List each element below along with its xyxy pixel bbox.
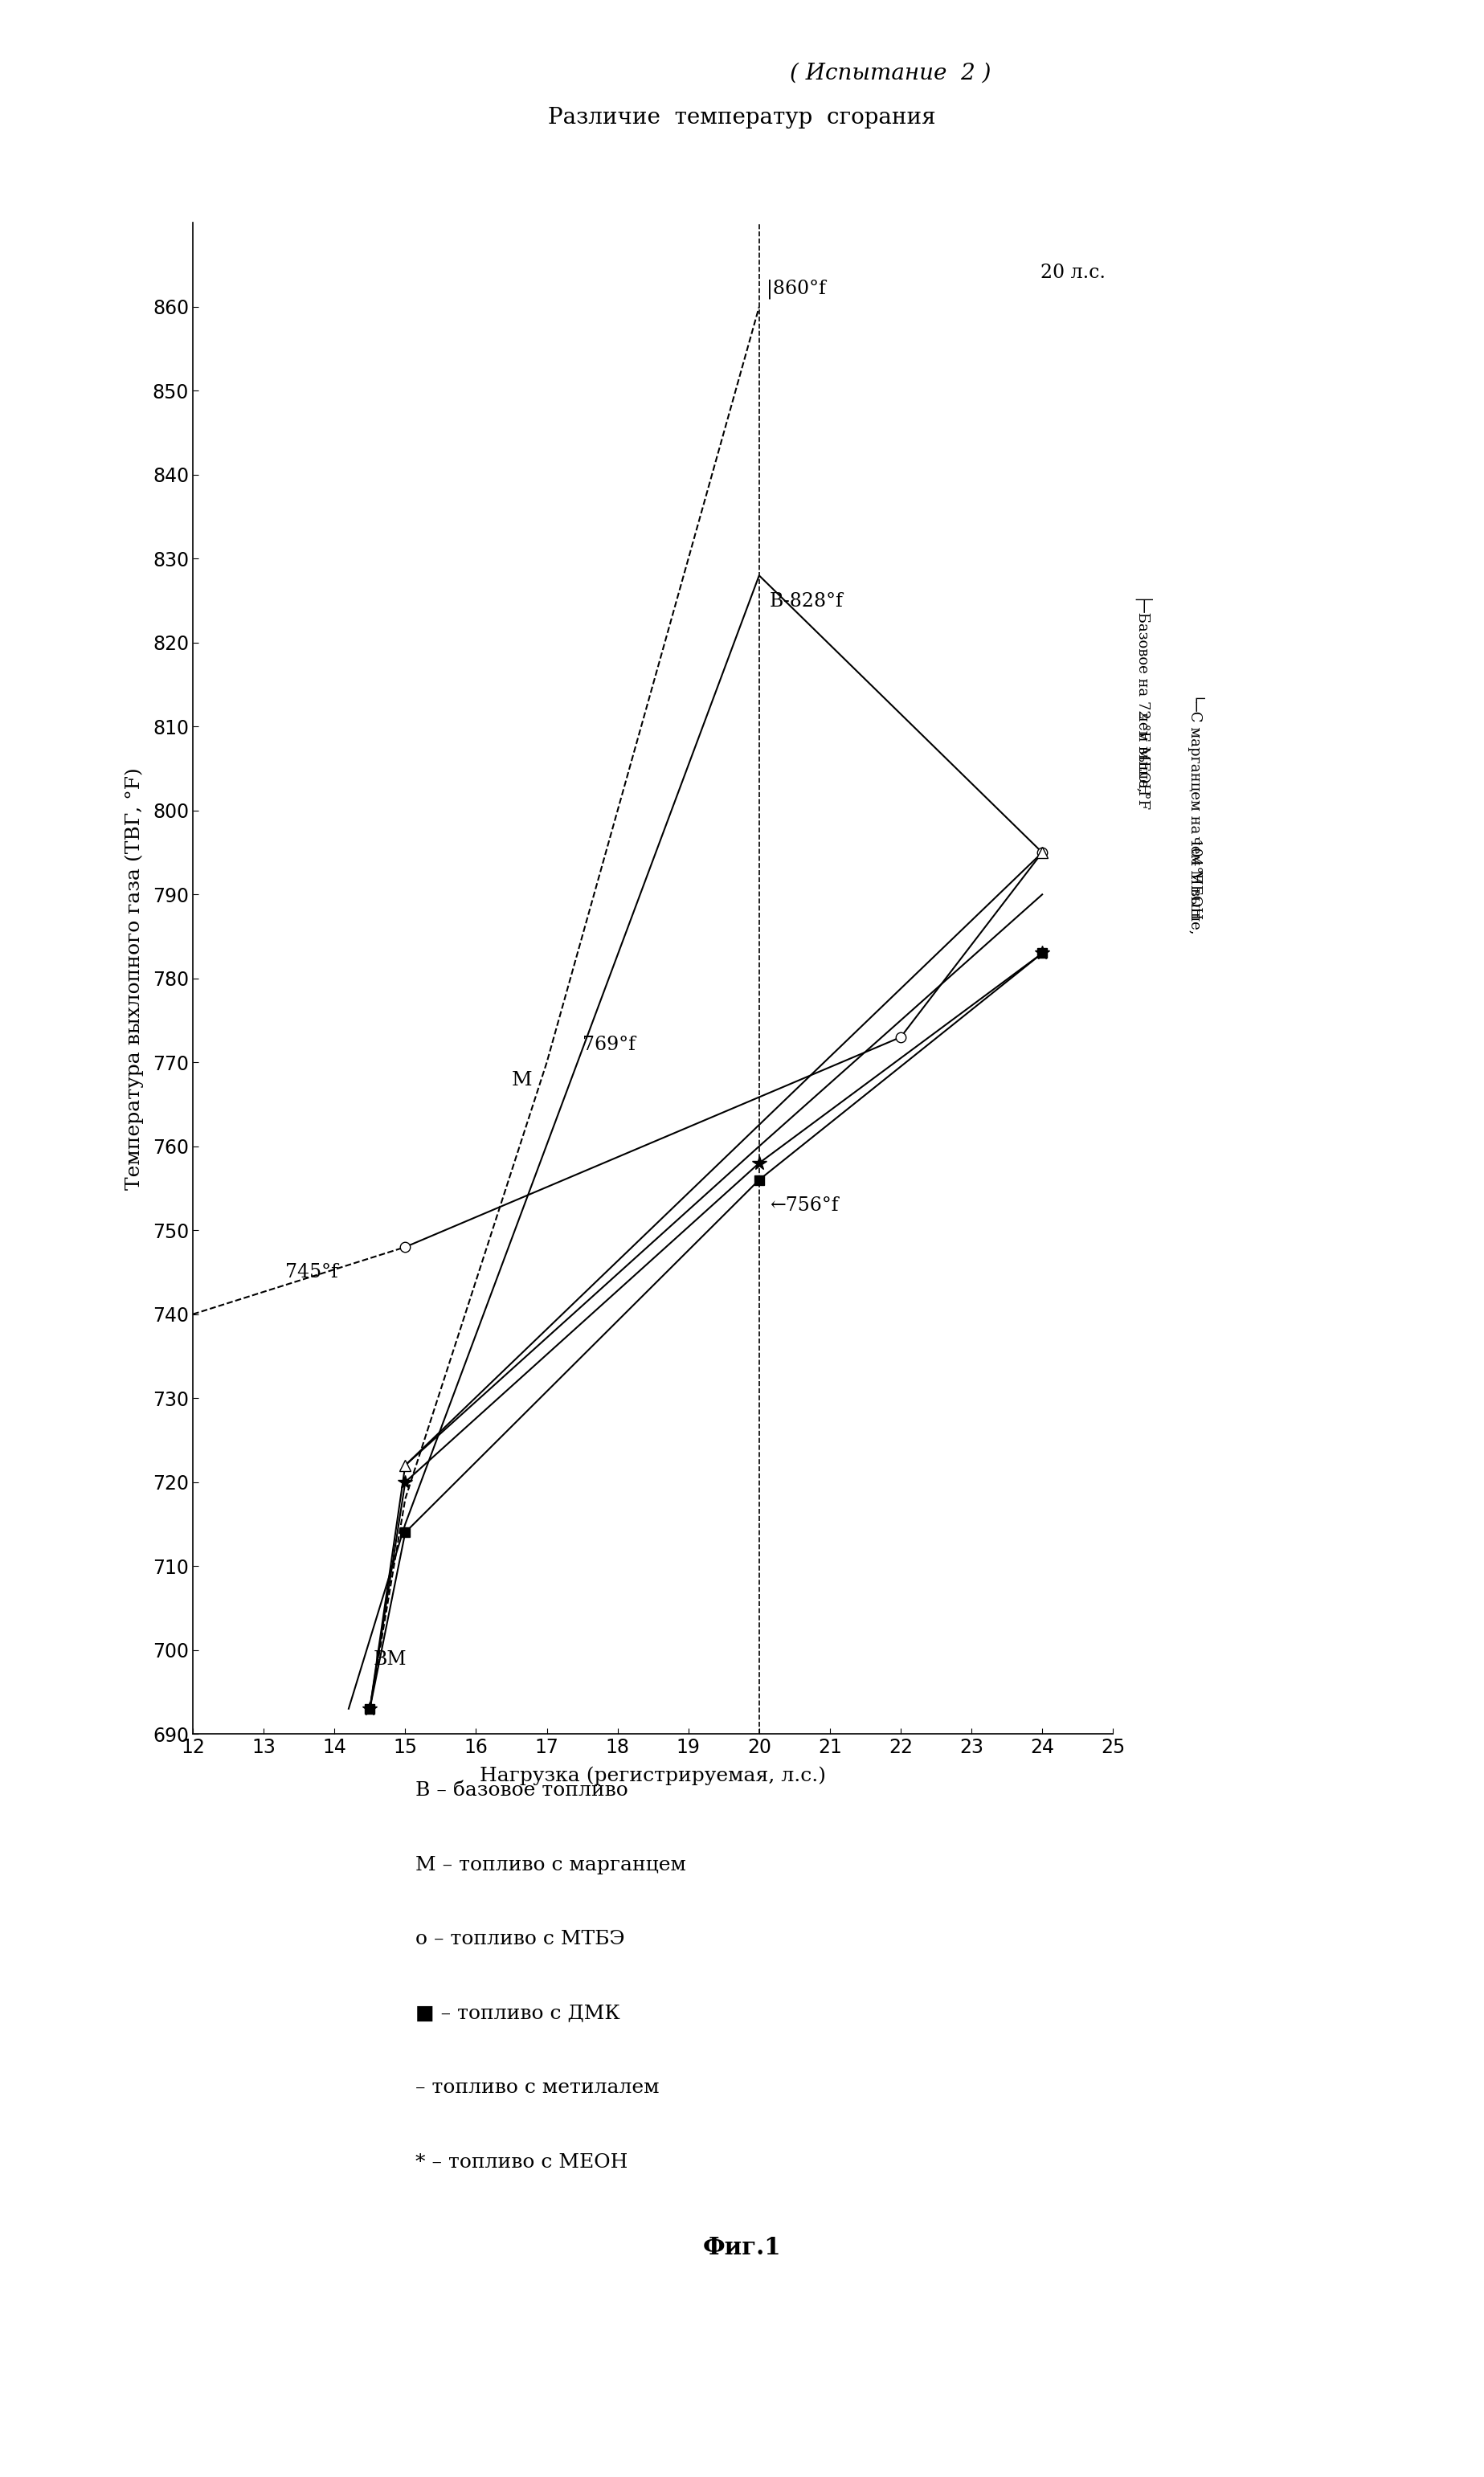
Y-axis label: Температура выхлопного газа (ТВГ, °F): Температура выхлопного газа (ТВГ, °F) xyxy=(125,768,144,1189)
Text: ( Испытание  2 ): ( Испытание 2 ) xyxy=(789,62,991,84)
Text: └─С марганцем на 104°F выше,: └─С марганцем на 104°F выше, xyxy=(1187,694,1204,934)
Text: Различие  температур  сгорания: Различие температур сгорания xyxy=(548,107,936,129)
Text: |860°f: |860°f xyxy=(766,280,825,300)
Text: Фиг.1: Фиг.1 xyxy=(703,2237,781,2259)
Text: – топливо с метилалем: – топливо с метилалем xyxy=(416,2078,659,2098)
Text: BM: BM xyxy=(374,1650,407,1669)
X-axis label: Нагрузка (регистрируемая, л.с.): Нагрузка (регистрируемая, л.с.) xyxy=(479,1766,827,1786)
Text: M: M xyxy=(512,1070,531,1090)
Text: * – топливо с МЕОН: * – топливо с МЕОН xyxy=(416,2153,628,2172)
Text: 745°f: 745°f xyxy=(285,1263,338,1281)
Text: о – топливо с МТБЭ: о – топливо с МТБЭ xyxy=(416,1930,625,1949)
Text: 769°f: 769°f xyxy=(582,1035,635,1055)
Text: B-828°f: B-828°f xyxy=(770,592,843,612)
Text: ←756°f: ←756°f xyxy=(770,1196,838,1216)
Text: ├─Базовое на 72 °F выше,°F: ├─Базовое на 72 °F выше,°F xyxy=(1135,594,1153,810)
Text: М – топливо с марганцем: М – топливо с марганцем xyxy=(416,1855,686,1875)
Text: 20 л.с.: 20 л.с. xyxy=(1040,263,1106,282)
Text: В – базовое топливо: В – базовое топливо xyxy=(416,1781,628,1801)
Text: чем МЕОН: чем МЕОН xyxy=(1187,817,1202,919)
Text: ■ – топливо с ДМК: ■ – топливо с ДМК xyxy=(416,2004,620,2024)
Text: чем МЕОН: чем МЕОН xyxy=(1135,694,1150,795)
